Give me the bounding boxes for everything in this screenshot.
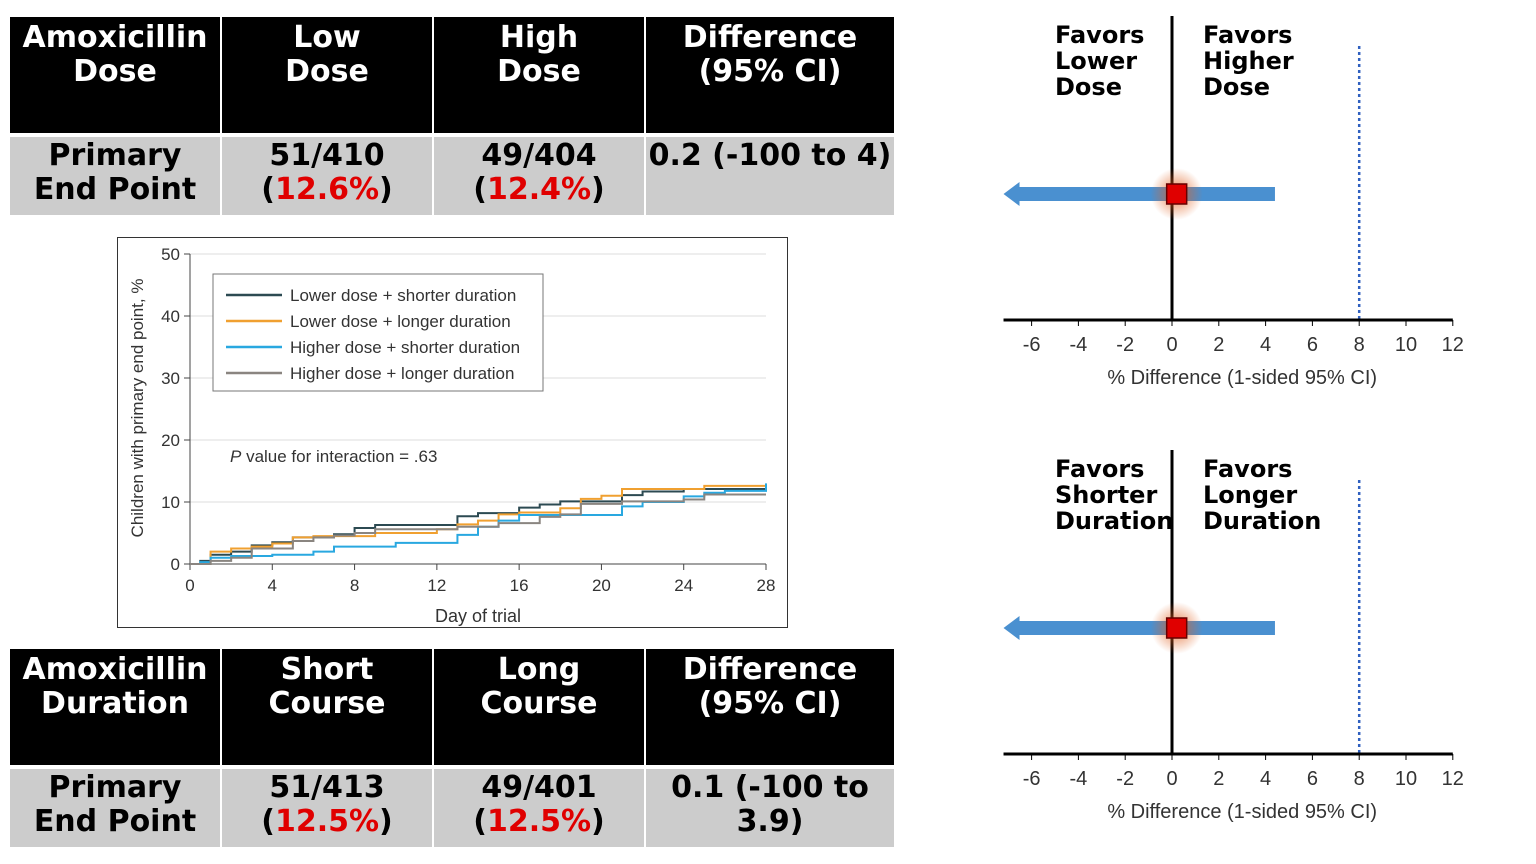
x-tick-label: -2 <box>1116 768 1134 790</box>
x-tick-label: 24 <box>674 576 693 595</box>
low-cell: 51/410 (12.6%) <box>222 137 432 215</box>
high-cell: 49/404 (12.4%) <box>434 137 644 215</box>
row-label: Primary End Point <box>10 137 220 215</box>
km-chart-svg: 0 10 20 30 40 50 0 4 8 12 16 20 24 28 Day of trial Chil… <box>128 245 776 626</box>
series-line <box>190 484 766 565</box>
legend-box <box>212 273 544 392</box>
y-tick-label: 40 <box>161 307 180 326</box>
x-tick-label: -4 <box>1070 334 1088 356</box>
header-cell: Amoxicillin Duration <box>10 649 220 765</box>
favors-right-label: Favors Longer Duration <box>1203 455 1322 535</box>
favors-left-label: Favors Lower Dose <box>1055 21 1145 101</box>
series-line <box>190 483 767 565</box>
header-cell: Short Course <box>222 649 432 765</box>
x-tick-label: 0 <box>185 576 194 595</box>
x-axis-label: Day of trial <box>435 606 521 626</box>
dose-table: Amoxicillin Dose Low Dose High Dose Diff… <box>10 17 894 215</box>
x-tick-label: 0 <box>1166 768 1177 790</box>
ci-arrow <box>1003 182 1275 206</box>
legend-label: Lower dose + longer duration <box>290 312 511 331</box>
x-tick-label: -2 <box>1116 334 1134 356</box>
difference-cell: 0.1 (-100 to 3.9) <box>646 769 894 847</box>
legend-label: Lower dose + shorter duration <box>290 286 516 305</box>
x-tick-label: -6 <box>1023 768 1041 790</box>
legend-label: Higher dose + longer duration <box>290 364 514 383</box>
header-cell: Difference (95% CI) <box>646 17 894 133</box>
x-tick-label: 20 <box>592 576 611 595</box>
favors-right-label: Favors Higher Dose <box>1203 21 1294 101</box>
forest-plot-duration: -6 -4 -2 0 2 4 6 8 10 12 % Difference (1-sided 95%… <box>1003 450 1464 823</box>
x-tick-label: 0 <box>1166 334 1177 356</box>
x-tick-label: 12 <box>1442 334 1464 356</box>
x-tick-label: 10 <box>1395 334 1417 356</box>
header-cell: Long Course <box>434 649 644 765</box>
x-tick-label: 4 <box>268 576 277 595</box>
short-cell: 51/413 (12.5%) <box>222 769 432 847</box>
km-chart: 0 10 20 30 40 50 0 4 8 12 16 20 24 28 Day of trial Chil… <box>117 237 788 628</box>
x-tick-label: 16 <box>510 576 529 595</box>
x-tick-label: 4 <box>1260 768 1271 790</box>
x-tick-label: -4 <box>1070 768 1088 790</box>
x-tick-label: 12 <box>1442 768 1464 790</box>
x-tick-label: 12 <box>427 576 446 595</box>
ci-arrow <box>1003 616 1275 640</box>
forest-plot-dose: -6 -4 -2 0 2 4 6 8 10 12 % Difference (1-sided 95%… <box>1003 16 1464 389</box>
row-label: Primary End Point <box>10 769 220 847</box>
x-tick-label: 8 <box>350 576 359 595</box>
header-cell: High Dose <box>434 17 644 133</box>
header-cell: Difference (95% CI) <box>646 649 894 765</box>
y-tick-label: 0 <box>171 555 180 574</box>
x-tick-label: 4 <box>1260 334 1271 356</box>
y-tick-label: 10 <box>161 493 180 512</box>
header-cell: Amoxicillin Dose <box>10 17 220 133</box>
difference-cell: 0.2 (-100 to 4) <box>646 137 894 215</box>
favors-left-label: Favors Shorter Duration <box>1055 455 1174 535</box>
y-tick-label: 30 <box>161 369 180 388</box>
x-tick-label: 8 <box>1354 334 1365 356</box>
x-tick-label: 2 <box>1213 334 1224 356</box>
point-estimate <box>1165 183 1188 205</box>
x-tick-label: 10 <box>1395 768 1417 790</box>
x-tick-label: -6 <box>1023 334 1041 356</box>
x-axis-label: % Difference (1-sided 95% CI) <box>1107 367 1377 389</box>
y-tick-label: 50 <box>161 245 180 264</box>
x-tick-label: 6 <box>1307 768 1318 790</box>
y-tick-label: 20 <box>161 431 180 450</box>
x-tick-label: 6 <box>1307 334 1318 356</box>
long-cell: 49/401 (12.5%) <box>434 769 644 847</box>
series-line <box>190 493 766 565</box>
legend-label: Higher dose + shorter duration <box>290 338 520 357</box>
x-tick-label: 28 <box>757 576 776 595</box>
p-value-annotation: P value for interaction = .63 <box>230 447 437 466</box>
y-axis-label: Children with primary end point, % <box>128 279 147 538</box>
x-tick-label: 2 <box>1213 768 1224 790</box>
point-estimate <box>1165 617 1188 639</box>
header-cell: Low Dose <box>222 17 432 133</box>
duration-table: Amoxicillin Duration Short Course Long C… <box>10 649 894 847</box>
x-axis-label: % Difference (1-sided 95% CI) <box>1107 801 1377 823</box>
x-tick-label: 8 <box>1354 768 1365 790</box>
